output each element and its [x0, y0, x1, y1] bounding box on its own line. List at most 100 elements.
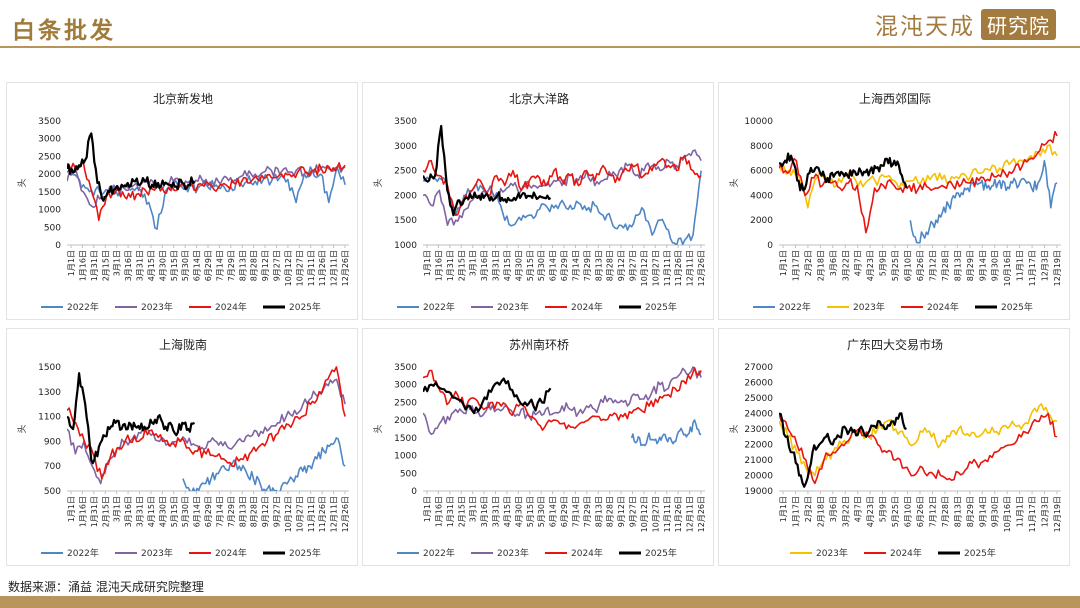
chart-panel-shanghai-longnan: 上海陇南头 500 700 900 1100 1300 1500 1月1日 1月16日 1月31日… — [6, 328, 358, 566]
x-tick-label: 6月10日 — [904, 250, 913, 281]
x-tick-label: 10月16日 — [1003, 496, 1012, 532]
legend-label: 2024年 — [215, 301, 247, 313]
x-tick-label: 1月16日 — [434, 496, 443, 527]
series-line-2024年 — [67, 366, 346, 480]
x-tick-label: 9月27日 — [629, 250, 638, 281]
x-tick-label: 9月27日 — [273, 496, 282, 527]
x-tick-label: 3月31日 — [492, 250, 501, 281]
x-tick-label: 11月26日 — [318, 250, 327, 286]
x-tick-label: 2月15日 — [101, 250, 110, 281]
x-tick-label: 4月30日 — [158, 496, 167, 527]
y-tick-label: 8000 — [750, 142, 773, 152]
x-tick-label: 12月11日 — [686, 496, 695, 532]
x-tick-label: 3月1日 — [113, 250, 122, 276]
y-tick-label: 10000 — [744, 117, 773, 127]
series-line-2024年 — [423, 366, 702, 431]
y-tick-label: 1000 — [394, 241, 417, 251]
x-tick-label: 6月29日 — [204, 496, 213, 527]
x-tick-label: 12月26日 — [697, 496, 706, 532]
series-line-2023年 — [423, 366, 702, 436]
x-tick-label: 9月12日 — [617, 496, 626, 527]
x-tick-label: 9月27日 — [629, 496, 638, 527]
y-tick-label: 0 — [767, 241, 773, 251]
legend-label: 2024年 — [927, 301, 959, 313]
x-tick-label: 1月1日 — [423, 496, 432, 522]
y-tick-label: 1500 — [394, 216, 417, 226]
x-tick-label: 1月16日 — [78, 250, 87, 281]
y-tick-label: 22000 — [744, 441, 773, 451]
x-tick-label: 10月27日 — [295, 496, 304, 532]
x-tick-label: 5月15日 — [526, 250, 535, 281]
y-tick-label: 1100 — [38, 413, 61, 423]
legend-label: 2024年 — [571, 547, 603, 559]
y-tick-label: 700 — [44, 462, 61, 472]
x-tick-label: 7月14日 — [571, 496, 580, 527]
x-tick-label: 4月23日 — [866, 496, 875, 527]
x-tick-label: 3月1日 — [469, 496, 478, 522]
x-tick-label: 5月25日 — [891, 496, 900, 527]
x-tick-label: 11月11日 — [663, 496, 672, 532]
y-tick-label: 4000 — [750, 191, 773, 201]
x-tick-label: 4月15日 — [147, 250, 156, 281]
y-tick-label: 2000 — [38, 170, 61, 180]
series-line-2023年 — [67, 378, 346, 485]
y-axis-label: 头 — [17, 178, 28, 187]
x-tick-label: 11月11日 — [307, 496, 316, 532]
chart-title: 广东四大交易市场 — [847, 337, 943, 352]
x-tick-label: 12月26日 — [697, 250, 706, 286]
series-line-2023年 — [67, 164, 346, 209]
y-tick-label: 3000 — [394, 142, 417, 152]
y-axis-label: 头 — [17, 424, 28, 433]
x-tick-label: 8月28日 — [250, 496, 259, 527]
footer-bar — [0, 596, 1080, 608]
x-tick-label: 11月17日 — [1028, 496, 1037, 532]
plot-area — [67, 132, 346, 230]
x-tick-label: 4月15日 — [147, 496, 156, 527]
x-tick-label: 3月1日 — [113, 496, 122, 522]
x-tick-label: 3月31日 — [492, 496, 501, 527]
x-tick-label: 1月1日 — [423, 250, 432, 276]
x-tick-label: 9月14日 — [978, 250, 987, 281]
chart-title: 苏州南环桥 — [509, 337, 569, 352]
series-line-2025年 — [779, 152, 908, 192]
legend-label: 2025年 — [289, 301, 321, 313]
series-line-2022年 — [67, 166, 346, 230]
x-tick-label: 1月1日 — [779, 250, 788, 276]
y-axis-label: 头 — [729, 178, 740, 187]
y-tick-label: 2000 — [750, 216, 773, 226]
series-line-2025年 — [67, 372, 196, 465]
x-tick-label: 7月28日 — [941, 250, 950, 281]
x-tick-label: 8月13日 — [238, 496, 247, 527]
series-line-2025年 — [67, 132, 196, 202]
y-tick-label: 1500 — [394, 434, 417, 444]
legend-label: 2022年 — [67, 301, 99, 313]
x-tick-label: 3月31日 — [136, 250, 145, 281]
x-tick-label: 1月1日 — [779, 496, 788, 522]
y-tick-label: 2500 — [394, 167, 417, 177]
chart-title: 上海陇南 — [159, 337, 207, 352]
y-tick-label: 2000 — [394, 416, 417, 426]
series-line-2025年 — [779, 412, 907, 488]
x-tick-label: 7月12日 — [928, 496, 937, 527]
legend-label: 2023年 — [497, 301, 529, 313]
x-tick-label: 3月16日 — [124, 496, 133, 527]
x-tick-label: 2月15日 — [457, 250, 466, 281]
legend-label: 2022年 — [423, 547, 455, 559]
x-tick-label: 7月14日 — [215, 496, 224, 527]
x-tick-label: 3月6日 — [829, 496, 838, 522]
y-tick-label: 3000 — [38, 135, 61, 145]
x-tick-label: 3月31日 — [136, 496, 145, 527]
x-tick-label: 12月26日 — [341, 250, 350, 286]
legend-label: 2023年 — [141, 547, 173, 559]
x-tick-label: 10月16日 — [1003, 250, 1012, 286]
x-tick-label: 4月15日 — [503, 250, 512, 281]
plot-area — [67, 366, 346, 491]
x-tick-label: 12月26日 — [341, 496, 350, 532]
y-tick-label: 1500 — [38, 188, 61, 198]
y-tick-label: 19000 — [744, 487, 773, 497]
y-tick-label: 3500 — [394, 363, 417, 373]
x-tick-label: 7月14日 — [571, 250, 580, 281]
plot-area — [423, 366, 702, 447]
